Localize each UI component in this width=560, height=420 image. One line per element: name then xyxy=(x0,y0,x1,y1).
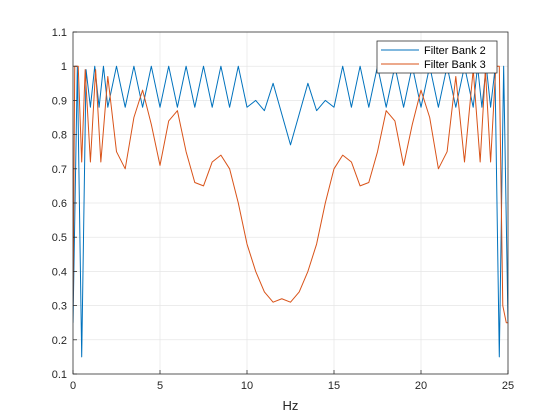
series-lines xyxy=(73,65,508,358)
x-tick-label: 10 xyxy=(241,380,253,392)
legend-box xyxy=(376,40,498,74)
y-axis-ticks: 0.1 0.2 0.3 0.4 0.5 0.6 0.7 0.8 0.9 1 1.1 xyxy=(52,27,77,381)
plot-area xyxy=(73,65,508,358)
y-tick-label: 0.1 xyxy=(52,369,67,381)
y-tick-label: 1.1 xyxy=(52,27,67,39)
y-tick-label: 0.9 xyxy=(52,95,67,107)
y-tick-label: 0.2 xyxy=(52,335,67,347)
x-axis-ticks: 0 5 10 15 20 25 xyxy=(70,370,514,392)
x-axis-label: Hz xyxy=(283,398,299,413)
y-tick-label: 0.3 xyxy=(52,301,67,313)
legend-label-filter-bank-3: Filter Bank 3 xyxy=(424,59,486,71)
x-tick-label: 0 xyxy=(70,380,76,392)
x-tick-label: 15 xyxy=(328,380,340,392)
y-tick-label: 0.7 xyxy=(52,164,67,176)
grid-lines xyxy=(72,31,509,375)
y-tick-label: 0.5 xyxy=(52,232,67,244)
y-tick-label: 1 xyxy=(61,61,67,73)
y-tick-label: 0.6 xyxy=(52,198,67,210)
series-line-filter-bank-2 xyxy=(73,65,508,358)
legend: Filter Bank 2 Filter Bank 3 xyxy=(376,40,498,74)
x-tick-label: 20 xyxy=(415,380,427,392)
series-line-filter-bank-3 xyxy=(73,65,508,324)
y-tick-label: 0.8 xyxy=(52,130,67,142)
legend-label-filter-bank-2: Filter Bank 2 xyxy=(424,45,486,57)
x-tick-label: 25 xyxy=(502,380,514,392)
x-tick-label: 5 xyxy=(157,380,163,392)
y-tick-label: 0.4 xyxy=(52,266,67,278)
